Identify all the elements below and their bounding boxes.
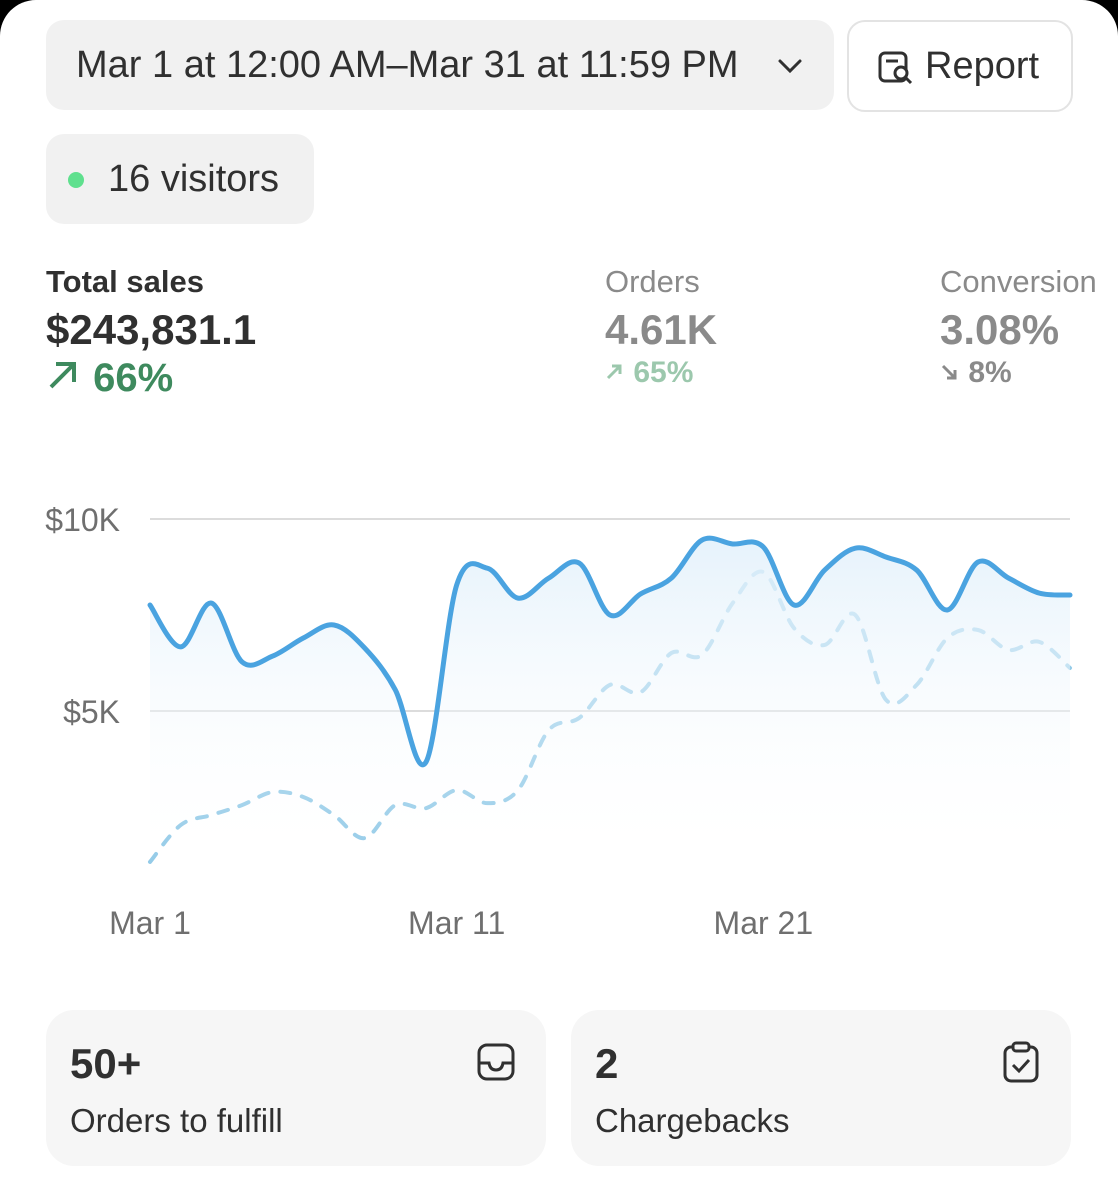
report-label: Report [925,45,1040,87]
sales-chart: $5K $10K Mar 1 Mar 11 Mar 21 [45,502,1073,941]
card-value: 2 [595,1040,619,1087]
metric-change: 66% [93,356,174,400]
metric-value: $243,831.1 [46,306,257,353]
report-button[interactable]: Report [847,20,1073,112]
metric-label: Orders [605,264,700,299]
live-dot [68,172,84,188]
clipboard-icon [1003,1041,1039,1083]
up-arrow-icon [49,362,76,389]
chargebacks-card[interactable]: 2 Chargebacks [571,1010,1071,1166]
orders-card[interactable]: 50+ Orders to fulfill [46,1010,546,1166]
x-tick-label: Mar 11 [408,905,505,941]
down-arrow-icon [941,364,957,380]
metric-label: Conversion [940,264,1097,299]
inbox-icon [477,1043,515,1081]
chevron-icon [778,59,802,74]
visitors-text: 16 visitors [108,158,280,200]
report-icon [878,51,913,85]
date-range-selector[interactable]: Mar 1 at 12:00 AM–Mar 31 at 11:59 PM [46,20,834,110]
card-value: 50+ [70,1040,142,1087]
metric-total-sales[interactable]: Total sales $243,831.1 66% [46,264,256,401]
metric-conversion[interactable]: Conversion 3.08% 8% [940,264,1097,390]
card-label: Orders to fulfill [70,1102,283,1139]
metric-change: 65% [633,356,694,389]
metric-value: 4.61K [605,306,718,353]
x-tick-label: Mar 1 [109,905,191,941]
date-range-text: Mar 1 at 12:00 AM–Mar 31 at 11:59 PM [76,44,739,86]
y-tick-label: $10K [45,502,120,538]
metric-change: 8% [968,356,1012,389]
sales-line [147,535,1073,768]
x-tick-label: Mar 21 [714,905,814,941]
metric-label: Total sales [46,264,204,299]
metric-value: 3.08% [940,306,1060,353]
visitors-pill[interactable]: 16 visitors [46,134,314,224]
area [150,538,1070,865]
up-arrow-icon [606,364,622,380]
card-label: Chargebacks [595,1102,790,1139]
y-tick-label: $5K [63,694,120,730]
metric-orders[interactable]: Orders 4.61K 65% [605,264,717,390]
